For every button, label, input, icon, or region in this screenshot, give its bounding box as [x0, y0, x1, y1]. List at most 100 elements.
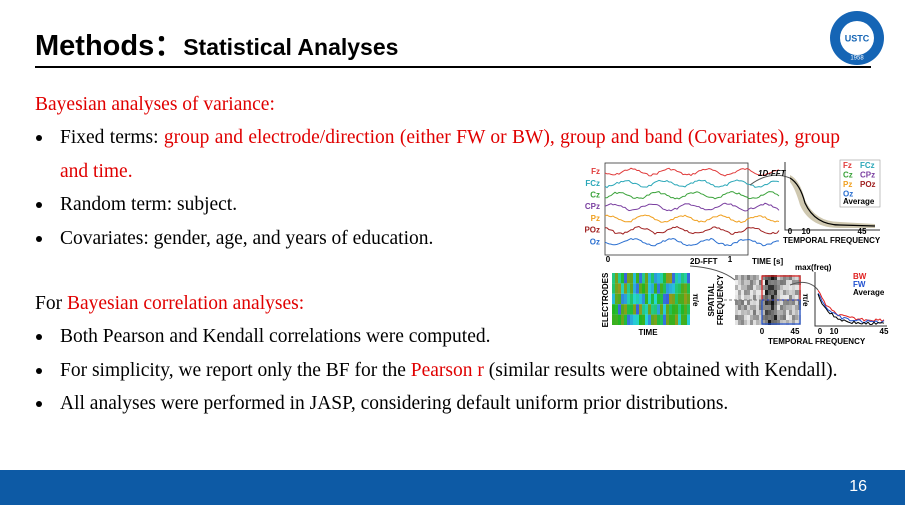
- heat-cell: [750, 315, 753, 320]
- footer: 16: [0, 470, 905, 505]
- heat-cell: [762, 305, 765, 310]
- heat-cell: [738, 300, 741, 305]
- heat-cell: [633, 283, 636, 294]
- heat-cell: [765, 290, 768, 295]
- heat-cell: [735, 280, 738, 285]
- heat-cell: [645, 304, 648, 315]
- heat-cell: [753, 300, 756, 305]
- heat-cell: [795, 300, 798, 305]
- heat-cell: [789, 290, 792, 295]
- heat-cell: [633, 293, 636, 305]
- heat-cell: [738, 295, 741, 300]
- heat-cell: [780, 275, 783, 280]
- heat-cell: [750, 320, 753, 325]
- heat-cell: [753, 275, 756, 280]
- heat-cell: [783, 300, 786, 305]
- heat-cell: [684, 273, 687, 284]
- heat-cell: [630, 314, 633, 325]
- heat-cell: [756, 295, 759, 300]
- heat-cell: [735, 315, 738, 320]
- heat-cell: [681, 293, 684, 305]
- wave: [604, 167, 780, 177]
- heat-cell: [630, 304, 633, 315]
- heat-cell: [795, 280, 798, 285]
- heat-cell: [633, 304, 636, 315]
- axis-label: TIME [s]: [752, 257, 783, 266]
- heat-cell: [777, 315, 780, 320]
- heat-cell: [651, 283, 654, 294]
- heat-cell: [615, 283, 618, 294]
- heat-cell: [648, 304, 651, 315]
- heat-cell: [630, 273, 633, 284]
- legend-item: FW: [853, 280, 866, 289]
- heat-cell: [762, 295, 765, 300]
- heat-cell: [750, 305, 753, 310]
- heat-cell: [744, 315, 747, 320]
- heat-cell: [657, 314, 660, 325]
- heat-cell: [747, 280, 750, 285]
- heat-cell: [738, 285, 741, 290]
- heat-cell: [612, 283, 615, 294]
- heat-cell: [741, 305, 744, 310]
- heat-cell: [753, 310, 756, 315]
- heat-cell: [765, 320, 768, 325]
- legend-item: Average: [843, 197, 875, 206]
- text-run: Fixed terms:: [60, 127, 164, 149]
- logo-name: USTC: [845, 33, 870, 43]
- electrode-label: POz: [584, 226, 600, 235]
- heat-cell: [636, 273, 639, 284]
- heat-cell: [780, 320, 783, 325]
- heat-cell: [744, 300, 747, 305]
- heat-cell: [759, 275, 762, 280]
- heat-cell: [645, 293, 648, 305]
- heat-cell: [639, 293, 642, 305]
- heat-cell: [681, 314, 684, 325]
- heat-cell: [783, 305, 786, 310]
- heat-cell: [753, 285, 756, 290]
- heat-cell: [636, 314, 639, 325]
- text-run: For simplicity, we report only the BF fo…: [60, 359, 411, 381]
- legend-item: Fz: [843, 161, 852, 170]
- spectrum: [817, 290, 885, 322]
- heat-cell: [741, 300, 744, 305]
- page-number: 16: [849, 478, 867, 495]
- heat-cell: [771, 295, 774, 300]
- heat-cell: [741, 285, 744, 290]
- heat-cell: [762, 290, 765, 295]
- heat-cell: [777, 310, 780, 315]
- tick: 45: [880, 327, 889, 336]
- legend-item: FCz: [860, 161, 875, 170]
- heat-cell: [672, 293, 675, 305]
- tick: 0: [818, 327, 823, 336]
- title-sub: Statistical Analyses: [183, 34, 399, 60]
- heat-cell: [612, 314, 615, 325]
- heat-cell: [795, 305, 798, 310]
- heat-cell: [780, 310, 783, 315]
- wave: [604, 237, 780, 247]
- heat-cell: [744, 320, 747, 325]
- arrow-label: 2D-FFT: [690, 257, 718, 266]
- heat-cell: [648, 293, 651, 305]
- electrode-label: CPz: [585, 202, 600, 211]
- heat-cell: [777, 280, 780, 285]
- tick: 10: [802, 227, 811, 236]
- bullet: Random term: subject.: [35, 188, 840, 221]
- heat-cell: [681, 283, 684, 294]
- legend-item: Pz: [843, 180, 852, 189]
- heat-cell: [738, 320, 741, 325]
- heat-cell: [768, 280, 771, 285]
- spectrum: [817, 293, 885, 324]
- heat-cell: [762, 300, 765, 305]
- heat-cell: [756, 280, 759, 285]
- heat-cell: [795, 275, 798, 280]
- heat-cell: [678, 273, 681, 284]
- heat-cell: [774, 300, 777, 305]
- heat-cell: [738, 275, 741, 280]
- heat-cell: [657, 283, 660, 294]
- arrow-label: 1D-FFT: [758, 169, 787, 178]
- heat-cell: [687, 293, 690, 305]
- heat-cell: [678, 293, 681, 305]
- heat-cell: [744, 275, 747, 280]
- bullet: For simplicity, we report only the BF fo…: [35, 354, 840, 387]
- heat-cell: [633, 314, 636, 325]
